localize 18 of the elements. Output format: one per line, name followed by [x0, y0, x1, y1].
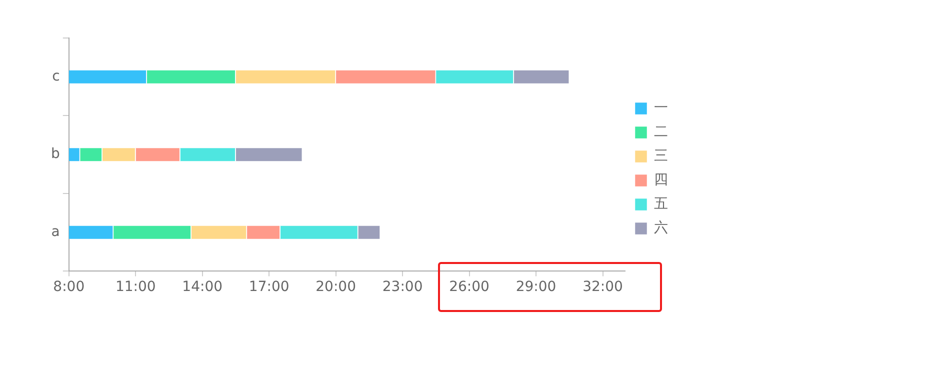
x-tick-label: 14:00	[182, 279, 223, 296]
x-tick-label: 17:00	[248, 279, 290, 296]
y-tick-label: b	[50, 146, 60, 162]
x-tick-label: 11:00	[115, 279, 156, 296]
y-tick-label: a	[51, 224, 60, 240]
x-tick-label: 26:00	[449, 279, 490, 296]
legend-label: 二	[654, 124, 668, 140]
x-tick-label: 29:00	[516, 279, 556, 296]
x-tick-label: 32:00	[582, 279, 623, 296]
legend-label: 三	[654, 148, 668, 164]
legend-label: 一	[654, 100, 668, 116]
x-tick-label: 23:00	[382, 279, 423, 296]
x-tick-label: 8:00	[53, 279, 85, 296]
legend-label: 六	[654, 220, 668, 236]
y-tick-label: c	[52, 68, 60, 85]
legend-label: 四	[654, 172, 668, 188]
legend-label: 五	[654, 196, 668, 212]
x-tick-label: 20:00	[316, 279, 356, 296]
